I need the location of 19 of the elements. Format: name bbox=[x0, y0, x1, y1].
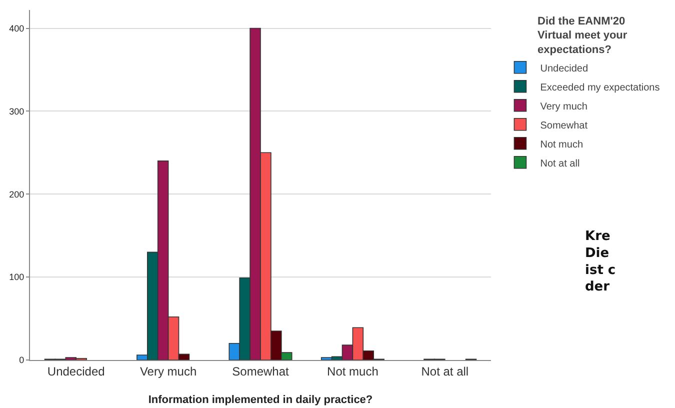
legend-label: Undecided bbox=[540, 63, 588, 74]
text: Kre Die ist c der bbox=[585, 229, 616, 295]
y-tick-label: 300 bbox=[9, 106, 24, 116]
legend-label: Very much bbox=[540, 101, 588, 112]
y-tick-label: 400 bbox=[9, 23, 24, 34]
x-tick-label: Undecided bbox=[47, 364, 105, 378]
y-tick-label: 100 bbox=[9, 272, 24, 282]
legend-label: Exceeded my expectations bbox=[540, 82, 660, 94]
legend-label: Not much bbox=[540, 139, 584, 150]
x-tick-label: Very much bbox=[140, 364, 197, 378]
x-axis-title: Information implemented in daily practice? bbox=[148, 394, 373, 406]
x-tick-label: Somewhat bbox=[232, 364, 290, 378]
y-tick-label: 0 bbox=[19, 355, 24, 366]
x-tick-label: Not much bbox=[327, 364, 378, 378]
legend-label: Not at all bbox=[540, 158, 580, 170]
y-tick-label: 200 bbox=[9, 189, 24, 200]
x-tick-label: Not at all bbox=[421, 364, 469, 378]
legend-title: Did the EANM'20 Virtual meet your expectations? bbox=[538, 15, 628, 56]
legend-label: Somewhat bbox=[540, 120, 588, 132]
